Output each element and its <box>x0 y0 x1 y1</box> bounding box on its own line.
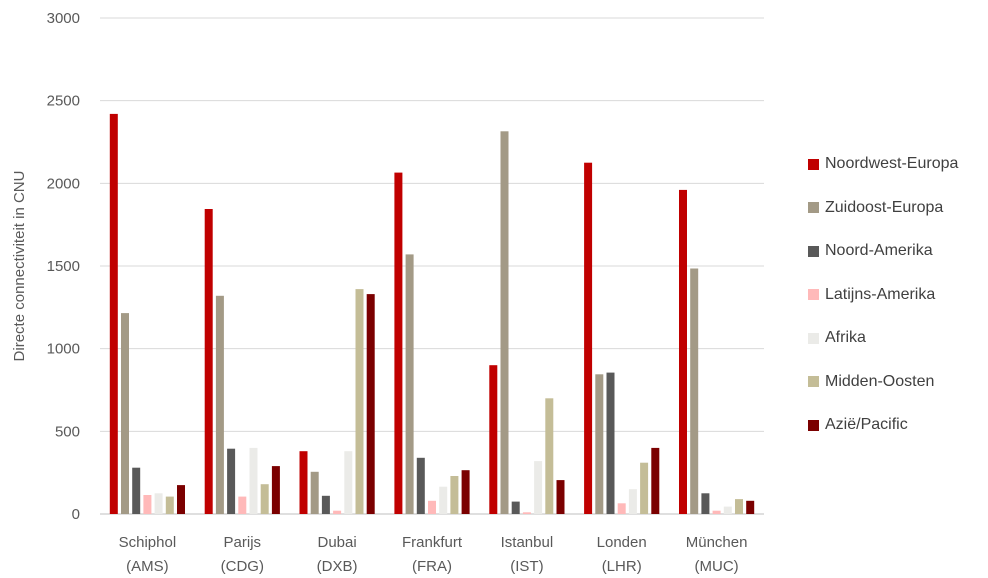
bar <box>344 451 353 514</box>
bar <box>109 113 118 515</box>
x-tick-label: München (MUC) <box>686 534 748 575</box>
bar <box>461 470 470 514</box>
bar <box>299 451 308 514</box>
legend-swatch <box>808 202 819 213</box>
y-tick-label: 1000 <box>47 341 80 358</box>
bar <box>522 512 531 514</box>
bar <box>534 461 543 514</box>
bar <box>143 495 152 514</box>
legend-item: Noordwest-Europa <box>808 153 958 175</box>
bar <box>439 486 448 514</box>
bar <box>177 485 185 514</box>
bar <box>500 131 509 515</box>
legend: Noordwest-Europa Zuidoost-Europa Noord-Ame… <box>808 153 958 458</box>
y-tick-label: 0 <box>72 506 80 523</box>
legend-label: Latijns-Amerika <box>825 285 936 303</box>
x-tick-label: Dubai (DXB) <box>317 534 358 575</box>
legend-swatch <box>808 245 819 257</box>
bar <box>154 493 163 514</box>
legend-item: Zuidoost-Europa <box>808 197 958 219</box>
legend-label: Azië/Pacific <box>825 416 908 433</box>
legend-swatch <box>808 376 819 387</box>
y-tick-label: 2500 <box>47 93 80 110</box>
bar <box>260 484 269 514</box>
bar <box>746 500 755 514</box>
bar <box>405 254 414 514</box>
bar <box>450 476 459 514</box>
legend-item: Azië/Pacific <box>808 414 958 436</box>
legend-swatch <box>808 158 819 170</box>
bar <box>606 372 615 514</box>
y-tick-label: 3000 <box>47 10 80 27</box>
x-tick-label: Istanbul (IST) <box>501 534 554 575</box>
y-axis-title: Directe connectiviteit in CNU <box>11 171 28 362</box>
gridlines <box>100 17 764 515</box>
bar <box>333 510 342 514</box>
bar <box>165 496 174 514</box>
bar <box>651 447 660 514</box>
bar <box>556 480 565 514</box>
bar <box>310 471 319 514</box>
bar <box>679 189 687 514</box>
bar <box>723 506 732 514</box>
bar <box>271 466 280 514</box>
bars <box>109 113 755 515</box>
bar <box>121 313 129 514</box>
legend-label: Zuidoost-Europa <box>825 198 944 216</box>
bar <box>204 209 213 514</box>
x-tick-label: Schiphol (AMS) <box>119 534 177 575</box>
bar <box>545 398 554 514</box>
bar <box>690 268 699 514</box>
bar <box>701 493 710 514</box>
bar <box>595 374 604 514</box>
bar <box>628 489 637 514</box>
legend-item: Noord-Amerika <box>808 240 958 262</box>
y-tick-label: 2000 <box>47 175 80 192</box>
bar <box>321 495 330 514</box>
legend-item: Latijns-Amerika <box>808 284 958 306</box>
bar <box>489 365 498 514</box>
bar <box>428 500 436 514</box>
bar <box>511 501 520 514</box>
x-tick-label: Parijs (CDG) <box>221 534 264 575</box>
legend-swatch <box>808 332 819 344</box>
bar <box>584 162 593 514</box>
bar <box>366 294 375 514</box>
legend-label: Noordwest-Europa <box>825 155 959 172</box>
x-tick-labels: Schiphol (AMS) Parijs (CDG) Dubai (DXB) Frankf… <box>119 534 748 575</box>
bar <box>617 503 626 514</box>
bar <box>640 462 649 514</box>
x-tick-label: Frankfurt (FRA) <box>402 534 463 575</box>
bar <box>227 448 236 514</box>
bar <box>712 510 721 514</box>
x-tick-label: Londen (LHR) <box>597 534 647 575</box>
legend-swatch <box>808 289 819 300</box>
legend-label: Noord-Amerika <box>825 242 933 259</box>
bar <box>355 289 364 514</box>
legend-label: Afrika <box>825 329 866 346</box>
y-tick-label: 1500 <box>47 258 80 275</box>
legend-label: Midden-Oosten <box>825 372 935 390</box>
legend-item: Midden-Oosten <box>808 371 958 393</box>
bar <box>249 447 258 514</box>
y-tick-labels: 0 500 1000 1500 2000 2500 3000 <box>47 10 80 523</box>
bar <box>215 295 224 514</box>
legend-swatch <box>808 419 819 431</box>
legend-item: Afrika <box>808 327 958 349</box>
bar <box>132 467 141 514</box>
bar <box>394 172 403 514</box>
y-tick-label: 500 <box>55 423 80 440</box>
bar <box>416 457 425 514</box>
bar <box>238 496 247 514</box>
bar <box>735 499 743 514</box>
